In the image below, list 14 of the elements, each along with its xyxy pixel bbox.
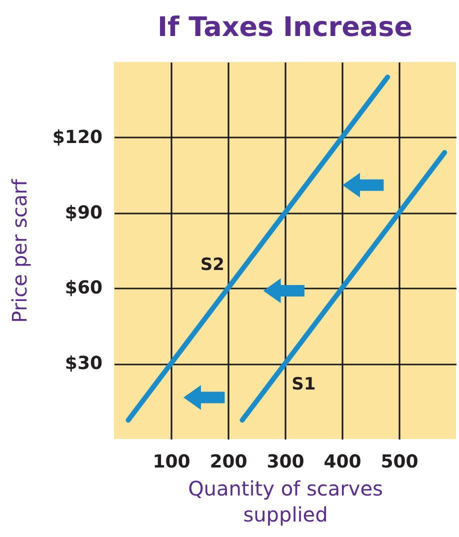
y-tick-label: $90 — [64, 202, 102, 224]
x-tick-label: 500 — [380, 452, 418, 472]
y-tick-label: $60 — [64, 278, 102, 299]
y-tick-label: $30 — [64, 353, 102, 374]
x-axis-title: Quantity of scarves supplied — [188, 476, 383, 526]
chart-title: If Taxes Increase — [157, 12, 413, 43]
series-label: S1 — [292, 374, 316, 395]
x-tick-label: 100 — [152, 452, 190, 472]
y-axis-title: Price per scarf — [7, 178, 32, 323]
x-tick-label: 200 — [210, 452, 248, 472]
x-tick-label: 300 — [266, 452, 304, 472]
series-label: S2 — [200, 255, 224, 276]
y-tick-label: $120 — [52, 126, 102, 148]
x-tick-label: 400 — [324, 452, 362, 472]
